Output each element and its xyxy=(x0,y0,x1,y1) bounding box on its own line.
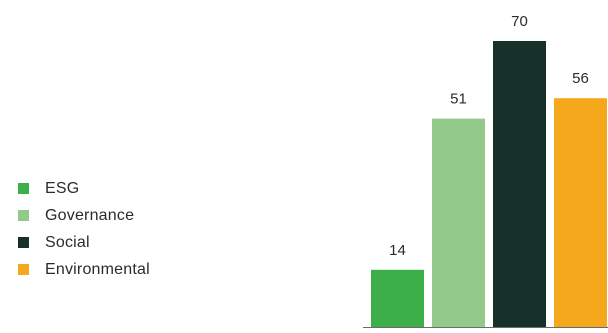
legend-label-esg: ESG xyxy=(45,179,80,197)
legend-item-esg: ESG xyxy=(18,175,150,202)
legend-swatch-social xyxy=(18,237,29,248)
bar-esg xyxy=(371,269,424,327)
bar-governance xyxy=(432,118,485,327)
data-label-social: 70 xyxy=(511,13,528,30)
legend-swatch-environmental xyxy=(18,264,29,275)
chart-legend: ESG Governance Social Environmental xyxy=(18,175,150,283)
data-label-governance: 51 xyxy=(450,91,467,108)
data-label-esg: 14 xyxy=(389,242,406,259)
bar-environmental xyxy=(554,98,607,327)
legend-item-environmental: Environmental xyxy=(18,256,150,283)
bar-social xyxy=(493,41,546,327)
legend-swatch-governance xyxy=(18,210,29,221)
legend-label-environmental: Environmental xyxy=(45,260,150,278)
legend-item-governance: Governance xyxy=(18,202,150,229)
legend-item-social: Social xyxy=(18,229,150,256)
legend-label-governance: Governance xyxy=(45,206,135,224)
legend-label-social: Social xyxy=(45,233,90,251)
legend-swatch-esg xyxy=(18,183,29,194)
data-label-group: 14 51 70 56 xyxy=(389,13,589,259)
data-label-environmental: 56 xyxy=(572,70,589,87)
bar-group xyxy=(371,41,607,327)
